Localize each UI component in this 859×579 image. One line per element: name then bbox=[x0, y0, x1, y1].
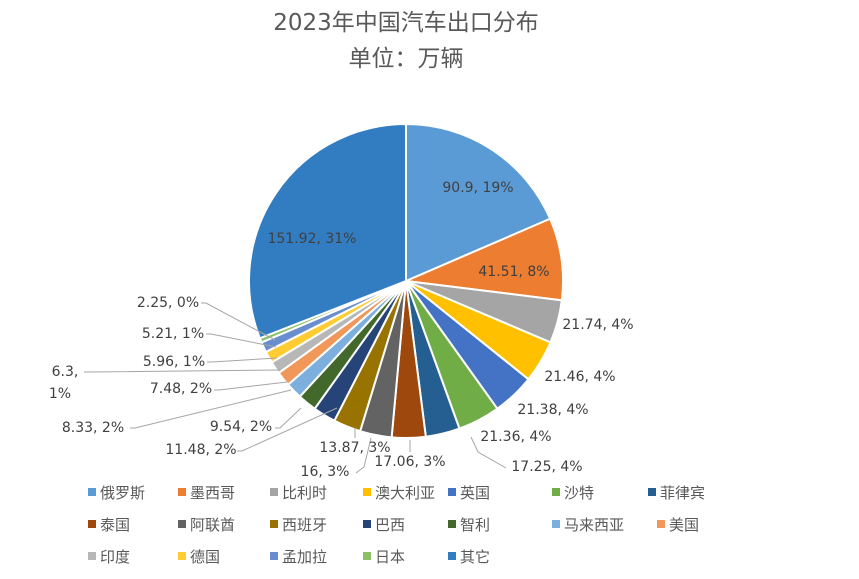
data-label-7: 17.06, 3% bbox=[374, 454, 445, 470]
legend-label: 泰国 bbox=[100, 516, 130, 534]
legend-swatch bbox=[448, 488, 456, 496]
legend-swatch bbox=[88, 488, 96, 496]
data-label-0: 90.9, 19% bbox=[442, 180, 513, 196]
legend-label: 美国 bbox=[669, 516, 699, 534]
legend-item-6: 菲律宾 bbox=[648, 484, 705, 502]
data-label-15: 5.96, 1% bbox=[143, 354, 205, 370]
data-label-9: 13.87, 3% bbox=[319, 440, 390, 456]
legend-label: 澳大利亚 bbox=[375, 484, 435, 502]
legend-item-12: 马来西亚 bbox=[552, 516, 624, 534]
legend-label: 墨西哥 bbox=[190, 484, 235, 502]
legend-label: 巴西 bbox=[375, 516, 405, 534]
legend-item-14: 印度 bbox=[88, 548, 130, 566]
legend-label: 俄罗斯 bbox=[100, 484, 145, 502]
legend-swatch bbox=[88, 520, 96, 528]
leader-line-12 bbox=[130, 389, 292, 429]
legend-item-16: 孟加拉 bbox=[270, 548, 327, 566]
legend-item-0: 俄罗斯 bbox=[88, 484, 145, 502]
legend-label: 阿联酋 bbox=[190, 516, 235, 534]
legend-swatch bbox=[88, 552, 96, 560]
legend-item-1: 墨西哥 bbox=[178, 484, 235, 502]
legend-item-11: 智利 bbox=[448, 516, 490, 534]
legend-label: 西班牙 bbox=[282, 516, 327, 534]
legend-swatch bbox=[448, 552, 456, 560]
legend-swatch bbox=[270, 488, 278, 496]
legend-swatch bbox=[270, 520, 278, 528]
legend-item-5: 沙特 bbox=[552, 484, 594, 502]
leader-line-6 bbox=[470, 436, 507, 469]
legend-label: 比利时 bbox=[282, 484, 327, 502]
leader-line-11 bbox=[275, 407, 302, 429]
data-label-8: 16, 3% bbox=[301, 464, 350, 480]
legend-label: 印度 bbox=[100, 548, 130, 566]
legend-label: 日本 bbox=[375, 548, 405, 566]
legend-label: 其它 bbox=[460, 548, 490, 566]
legend-item-17: 日本 bbox=[363, 548, 405, 566]
legend-label: 沙特 bbox=[564, 484, 594, 502]
legend-swatch bbox=[178, 552, 186, 560]
data-label-3: 21.46, 4% bbox=[544, 369, 615, 385]
legend-swatch bbox=[552, 488, 560, 496]
chart-subtitle: 单位：万辆 bbox=[349, 46, 464, 72]
leader-line-15 bbox=[207, 357, 278, 363]
leader-line-13 bbox=[214, 381, 288, 391]
legend-label: 英国 bbox=[460, 484, 490, 502]
legend-label: 马来西亚 bbox=[564, 516, 624, 534]
legend-item-4: 英国 bbox=[448, 484, 490, 502]
legend-item-15: 德国 bbox=[178, 548, 220, 566]
legend-swatch bbox=[270, 552, 278, 560]
data-label-10: 11.48, 2% bbox=[165, 442, 236, 458]
legend-item-3: 澳大利亚 bbox=[363, 484, 435, 502]
legend-label: 菲律宾 bbox=[660, 484, 705, 502]
legend-item-8: 阿联酋 bbox=[178, 516, 235, 534]
legend-swatch bbox=[648, 488, 656, 496]
data-label-11: 9.54, 2% bbox=[210, 419, 272, 435]
data-label-18: 151.92, 31% bbox=[267, 231, 356, 247]
legend-swatch bbox=[178, 488, 186, 496]
chart-title: 2023年中国汽车出口分布 bbox=[273, 10, 539, 36]
legend-swatch bbox=[363, 520, 371, 528]
legend-swatch bbox=[178, 520, 186, 528]
data-label-13: 7.48, 2% bbox=[150, 381, 212, 397]
legend-swatch bbox=[363, 488, 371, 496]
pie-slice-18 bbox=[248, 122, 407, 340]
legend-item-9: 西班牙 bbox=[270, 516, 327, 534]
legend-item-13: 美国 bbox=[657, 516, 699, 534]
data-label-17: 2.25, 0% bbox=[137, 295, 199, 311]
data-label-1: 41.51, 8% bbox=[478, 264, 549, 280]
legend-label: 孟加拉 bbox=[282, 548, 327, 566]
leader-line-17 bbox=[201, 302, 276, 341]
leader-line-14 bbox=[84, 369, 281, 373]
data-label-6: 17.25, 4% bbox=[511, 459, 582, 475]
data-label-5: 21.36, 4% bbox=[480, 429, 551, 445]
data-label-2: 21.74, 4% bbox=[562, 317, 633, 333]
data-label-12: 8.33, 2% bbox=[62, 420, 124, 436]
leader-line-10 bbox=[237, 407, 338, 452]
legend-swatch bbox=[552, 520, 560, 528]
legend-item-10: 巴西 bbox=[363, 516, 405, 534]
leader-line-8 bbox=[355, 437, 372, 474]
legend-item-7: 泰国 bbox=[88, 516, 130, 534]
leader-line-16 bbox=[206, 333, 277, 348]
legend-swatch bbox=[448, 520, 456, 528]
legend-label: 智利 bbox=[460, 516, 490, 534]
legend-swatch bbox=[657, 520, 665, 528]
legend-label: 德国 bbox=[190, 548, 220, 566]
data-label-14: 6.3, 1% bbox=[49, 364, 78, 402]
data-label-16: 5.21, 1% bbox=[142, 326, 204, 342]
legend-swatch bbox=[363, 552, 371, 560]
data-label-4: 21.38, 4% bbox=[517, 402, 588, 418]
legend-item-2: 比利时 bbox=[270, 484, 327, 502]
pie-slice-0 bbox=[405, 122, 552, 283]
legend-item-18: 其它 bbox=[448, 548, 490, 566]
